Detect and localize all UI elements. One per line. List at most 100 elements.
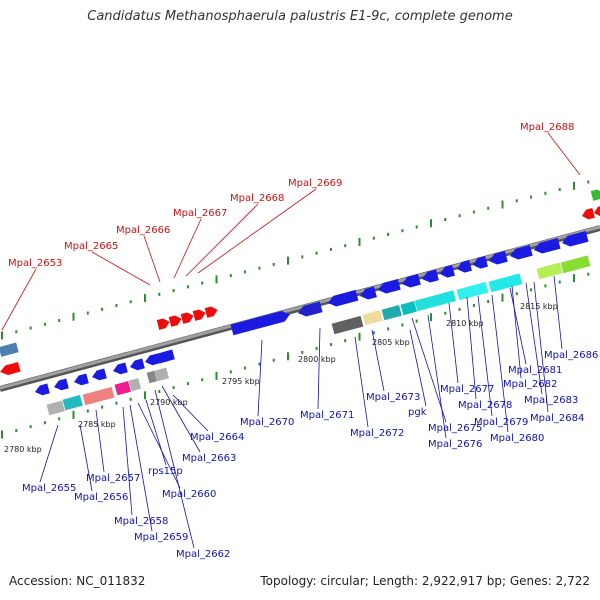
gene-arrow[interactable] [377, 278, 401, 295]
gene-label[interactable]: Mpal_2676 [428, 439, 482, 450]
operon-block[interactable] [414, 290, 457, 312]
leader-line [533, 281, 549, 413]
leader-line [411, 317, 447, 423]
highlight-gene[interactable] [156, 317, 171, 330]
gene-label[interactable]: Mpal_2680 [490, 433, 544, 444]
leader-line [491, 294, 509, 433]
highlight-label[interactable]: Mpal_2653 [8, 258, 62, 269]
leader-line [257, 339, 263, 417]
gene-arrow[interactable] [91, 368, 107, 382]
operon-block[interactable] [154, 367, 170, 382]
gene-label[interactable]: Mpal_2682 [503, 379, 557, 390]
gene-label[interactable]: pgk [408, 407, 427, 418]
leader-line [547, 132, 581, 176]
operon-block[interactable] [362, 310, 383, 326]
gene-arrow[interactable] [488, 251, 508, 266]
gene-label[interactable]: Mpal_2655 [22, 483, 76, 494]
highlight-gene[interactable] [168, 314, 183, 327]
highlight-gene[interactable] [581, 208, 595, 221]
accession-text: Accession: NC_011832 [9, 574, 146, 588]
highlight-gene[interactable] [593, 205, 600, 218]
leader-line [371, 329, 385, 392]
highlight-label[interactable]: Mpal_2666 [116, 225, 170, 236]
highlight-gene[interactable] [180, 311, 195, 324]
operon-block[interactable] [128, 378, 142, 392]
gene-label[interactable]: Mpal_2672 [350, 428, 404, 439]
gene-arrow[interactable] [456, 260, 472, 274]
operon-block[interactable] [488, 273, 523, 293]
gene-2670[interactable] [230, 309, 292, 336]
operon-block[interactable] [381, 305, 402, 321]
gene-label[interactable]: Mpal_2662 [176, 549, 230, 560]
gene-label[interactable]: Mpal_2677 [440, 384, 494, 395]
highlight-gene[interactable] [0, 361, 21, 377]
label-leaders [1, 132, 581, 549]
operon-block[interactable] [82, 386, 115, 406]
gene-arrow[interactable] [421, 269, 439, 285]
operon-block[interactable] [114, 381, 131, 396]
gene-arrow[interactable] [53, 378, 69, 392]
gene-label[interactable]: rps15p [148, 466, 183, 477]
operon-block[interactable] [536, 262, 563, 280]
gene-label[interactable]: Mpal_2660 [162, 489, 216, 500]
gene-label[interactable]: Mpal_2683 [524, 395, 578, 406]
gene-arrow[interactable] [159, 349, 175, 363]
gene-label[interactable]: Mpal_2659 [134, 532, 188, 543]
operon-block[interactable] [456, 281, 489, 301]
gene-arrow[interactable] [509, 244, 533, 261]
gene-arrow[interactable] [73, 373, 89, 387]
highlight-gene[interactable] [192, 308, 207, 321]
gene-label[interactable]: Mpal_2679 [474, 417, 528, 428]
highlight-gene[interactable] [204, 305, 219, 318]
gene-arrow[interactable] [561, 230, 589, 248]
gene-label[interactable]: Mpal_2681 [508, 365, 562, 376]
highlight-label[interactable]: Mpal_2669 [288, 178, 342, 189]
operon-block[interactable] [62, 395, 83, 411]
gene-arrow[interactable] [401, 274, 421, 289]
operon-block[interactable] [331, 315, 364, 335]
highlight-label[interactable]: Mpal_2667 [173, 208, 227, 219]
scale-label: 2800 kbp [298, 355, 336, 364]
gene-label[interactable]: Mpal_2673 [366, 392, 420, 403]
tick-marks [1, 180, 590, 439]
gene-label[interactable]: Mpal_2675 [428, 423, 482, 434]
highlight-label[interactable]: Mpal_2688 [520, 122, 574, 133]
gene-label[interactable]: Mpal_2658 [114, 516, 168, 527]
gene-arrow[interactable] [439, 265, 455, 279]
gene-label[interactable]: Mpal_2670 [240, 417, 294, 428]
highlight-label[interactable]: Mpal_2665 [64, 241, 118, 252]
gene-2671[interactable] [297, 301, 323, 318]
gene-2688[interactable] [590, 188, 600, 201]
scale-label: 2790 kbp [150, 398, 188, 407]
leader-line [409, 329, 427, 407]
operon-block[interactable] [560, 255, 591, 274]
gene-label[interactable]: Mpal_2678 [458, 400, 512, 411]
genome-title: Candidatus Methanosphaerula palustris E1… [87, 9, 513, 24]
operon-block[interactable] [400, 301, 417, 316]
gene-2653[interactable] [0, 342, 19, 357]
operon-block[interactable] [46, 400, 65, 416]
gene-arrow[interactable] [359, 286, 377, 302]
leader-line [154, 389, 195, 549]
gene-arrow[interactable] [327, 289, 359, 308]
gene-arrow[interactable] [34, 383, 50, 397]
gene-label[interactable]: Mpal_2684 [530, 413, 584, 424]
gene-arrow[interactable] [112, 362, 128, 376]
gene-arrow[interactable] [533, 237, 561, 255]
scale-label: 2795 kbp [222, 377, 260, 386]
gene-label[interactable]: Mpal_2663 [182, 453, 236, 464]
gene-label[interactable]: Mpal_2657 [86, 473, 140, 484]
gene-label[interactable]: Mpal_2686 [544, 350, 598, 361]
gene-arrow[interactable] [129, 358, 145, 372]
gene-arrow[interactable] [472, 256, 488, 270]
highlight-label[interactable]: Mpal_2668 [230, 193, 284, 204]
scale-label: 2810 kbp [446, 319, 484, 328]
gene-label[interactable]: Mpal_2664 [190, 432, 244, 443]
leader-line [122, 406, 133, 516]
gene-labels: 2780 kbp 2785 kbp 2790 kbp 2795 kbp 2800 kbp… [4, 122, 598, 560]
scale-label: 2815 kbp [520, 302, 558, 311]
gene-label[interactable]: Mpal_2671 [300, 410, 354, 421]
operon-block[interactable] [146, 370, 158, 384]
gene-label[interactable]: Mpal_2656 [74, 492, 128, 503]
